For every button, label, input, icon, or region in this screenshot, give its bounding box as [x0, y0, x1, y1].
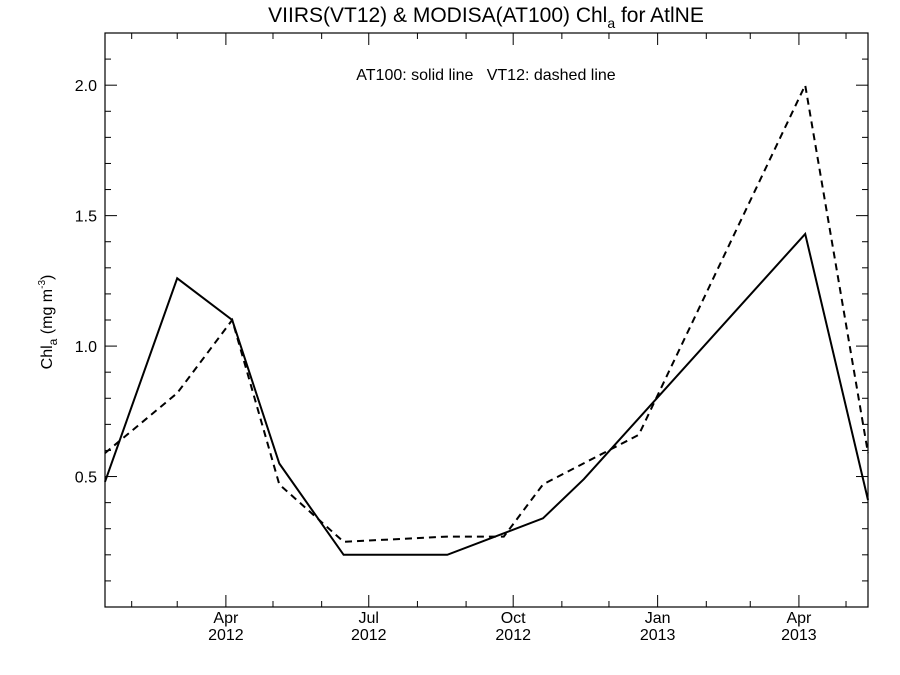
- x-tick-label-month: Jan: [645, 610, 671, 627]
- plot-frame: [104, 32, 869, 608]
- x-tick-label-year: 2013: [640, 627, 676, 644]
- x-tick-label-month: Jul: [359, 610, 379, 627]
- x-tick-label-year: 2012: [208, 627, 244, 644]
- y-axis: 0.5 1.0 1.5 2.0: [75, 58, 868, 582]
- y-axis-label: Chla (mg m-3): [37, 275, 60, 370]
- chart-title: VIIRS(VT12) & MODISA(AT100) Chla for Atl…: [268, 4, 704, 31]
- y-tick-label: 1.0: [75, 339, 97, 356]
- series-line-vt12: [104, 81, 869, 543]
- y-tick-label: 2.0: [75, 78, 97, 95]
- x-tick-label-year: 2012: [351, 627, 387, 644]
- y-tick-label: 0.5: [75, 470, 97, 487]
- x-tick-label-month: Oct: [501, 610, 526, 627]
- x-tick-label-year: 2012: [495, 627, 531, 644]
- series-line-at100: [104, 231, 869, 556]
- plot-lines: [104, 81, 869, 556]
- y-tick-label: 1.5: [75, 209, 97, 226]
- x-tick-label-year: 2013: [781, 627, 817, 644]
- x-tick-label-month: Apr: [213, 610, 239, 627]
- x-tick-label-month: Apr: [786, 610, 812, 627]
- legend-annotation: AT100: solid line VT12: dashed line: [356, 67, 616, 84]
